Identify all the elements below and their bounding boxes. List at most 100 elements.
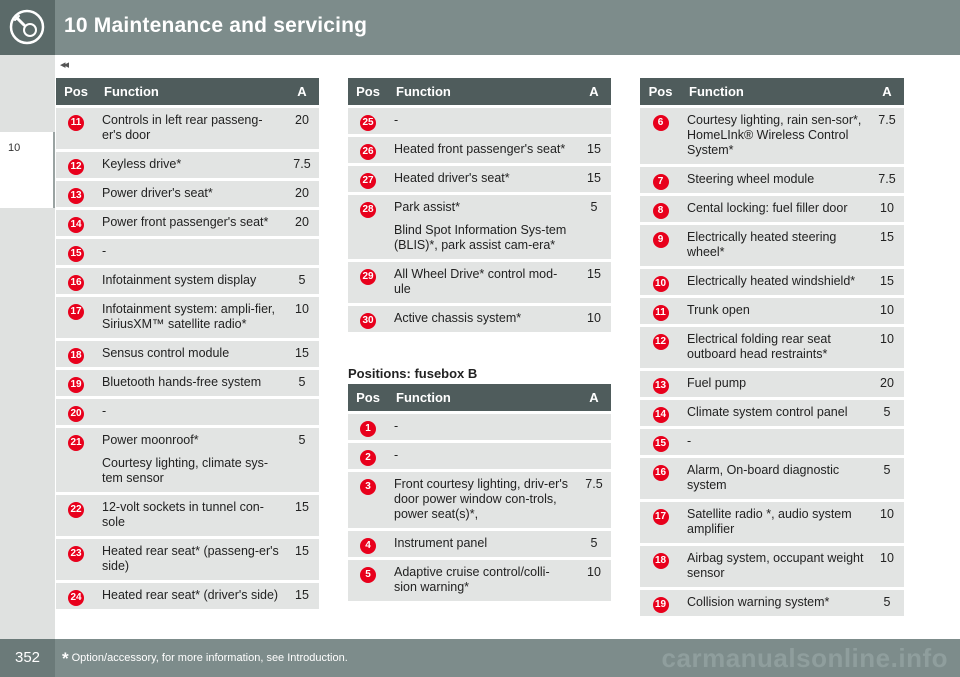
function-cell: Climate system control panel <box>681 400 870 426</box>
position-badge: 9 <box>652 232 669 248</box>
amperage-cell: 10 <box>577 560 611 601</box>
amperage-cell: 10 <box>285 297 319 338</box>
function-cell: Infotainment system: ampli-fier, SiriusX… <box>96 297 285 338</box>
table-row: 19 Bluetooth hands-free system 5 <box>56 370 319 396</box>
table-row: 29 All Wheel Drive* control mod-ule 15 <box>348 262 611 303</box>
amperage-cell: 20 <box>285 181 319 207</box>
table-row: 26 Heated front passenger's seat* 15 <box>348 137 611 163</box>
footnote-star: * <box>62 649 69 668</box>
amperage-cell <box>577 108 611 134</box>
pos-header: Pos <box>348 384 388 411</box>
table-row: 23 Heated rear seat* (passeng-er's side) 1… <box>56 539 319 580</box>
function-text: Park assist* <box>394 200 460 214</box>
function-cell: Trunk open <box>681 298 870 324</box>
function-text: Instrument panel <box>394 536 488 550</box>
function-cell: Power moonroof* Courtesy lighting, climat… <box>96 428 285 492</box>
function-cell: Electrically heated steering wheel* <box>681 225 870 266</box>
function-header: Function <box>388 384 577 411</box>
pos-cell: 30 <box>348 306 388 332</box>
pos-cell: 13 <box>640 371 681 397</box>
watermark: carmanualsonline.info <box>661 643 948 673</box>
pos-cell: 7 <box>640 167 681 193</box>
position-badge: 3 <box>360 479 376 495</box>
position-badge: 19 <box>652 597 669 613</box>
function-cell: Heated front passenger's seat* <box>388 137 577 163</box>
function-cell: Power front passenger's seat* <box>96 210 285 236</box>
function-text: Keyless drive* <box>102 157 182 171</box>
previous-page-link[interactable]: ◂◂ <box>60 59 69 71</box>
chapter-tab[interactable] <box>0 132 55 208</box>
table-row: 20 - <box>56 399 319 425</box>
table-row: 30 Active chassis system* 10 <box>348 306 611 332</box>
function-cell: - <box>96 399 285 425</box>
function-cell: Front courtesy lighting, driv-er's door … <box>388 472 577 528</box>
function-text: - <box>102 404 107 418</box>
function-cell: Electrical folding rear seat outboard he… <box>681 327 870 368</box>
table-row: 7 Steering wheel module 7.5 <box>640 167 904 193</box>
amperage-cell: 7.5 <box>577 472 611 528</box>
position-badge: 17 <box>652 509 669 525</box>
position-badge: 20 <box>68 406 84 422</box>
position-badge: 26 <box>360 144 376 160</box>
amperage-cell: 5 <box>870 458 904 499</box>
pos-cell: 6 <box>640 108 681 164</box>
function-cell: Steering wheel module <box>681 167 870 193</box>
amperage-cell: 7.5 <box>870 167 904 193</box>
position-badge: 15 <box>68 246 84 262</box>
function-text: Climate system control panel <box>687 405 848 419</box>
amperage-cell: 5 <box>285 428 319 492</box>
function-cell: Heated driver's seat* <box>388 166 577 192</box>
function-cell: Cental locking: fuel filler door <box>681 196 870 222</box>
amperage-cell: 10 <box>870 502 904 543</box>
function-cell: - <box>388 414 577 440</box>
pos-header: Pos <box>348 78 388 105</box>
function-cell: Heated rear seat* (passeng-er's side) <box>96 539 285 580</box>
position-badge: 18 <box>652 553 669 569</box>
amp-header: A <box>577 384 611 411</box>
table-row: 4 Instrument panel 5 <box>348 531 611 557</box>
table-row: 27 Heated driver's seat* 15 <box>348 166 611 192</box>
function-text: Heated rear seat* (passeng-er's side) <box>102 544 279 573</box>
position-badge: 8 <box>652 203 669 219</box>
page-title: 10 Maintenance and servicing <box>64 14 368 37</box>
pos-cell: 19 <box>640 590 681 616</box>
position-badge: 6 <box>652 115 669 131</box>
position-badge: 11 <box>652 305 669 321</box>
chapter-number: 10 <box>8 142 21 154</box>
function-text: Adaptive cruise control/colli-sion warni… <box>394 565 550 594</box>
table-row: 15 - <box>640 429 904 455</box>
pos-cell: 18 <box>640 546 681 587</box>
function-text: - <box>102 244 107 258</box>
function-text: Heated front passenger's seat* <box>394 142 566 156</box>
position-badge: 4 <box>360 538 376 554</box>
wrench-gear-icon <box>9 9 45 45</box>
fuse-table-b-part2: Pos Function A 6 Courtesy lighting, rain … <box>640 75 904 619</box>
amperage-cell: 10 <box>870 546 904 587</box>
position-badge: 7 <box>652 174 669 190</box>
table-row: 19 Collision warning system* 5 <box>640 590 904 616</box>
table-row: 2- <box>348 443 611 469</box>
function-text: - <box>394 448 399 462</box>
pos-cell: 13 <box>56 181 96 207</box>
table-row: 14 Climate system control panel 5 <box>640 400 904 426</box>
amperage-cell <box>577 443 611 469</box>
pos-cell: 28 <box>348 195 388 259</box>
function-cell: Satellite radio *, audio system amplifie… <box>681 502 870 543</box>
pos-cell: 16 <box>56 268 96 294</box>
function-text: Bluetooth hands-free system <box>102 375 262 389</box>
pos-cell: 17 <box>640 502 681 543</box>
function-cell: Power driver's seat* <box>96 181 285 207</box>
table-row: 18 Airbag system, occupant weight sensor 1… <box>640 546 904 587</box>
function-text: Power moonroof* <box>102 433 199 447</box>
pos-cell: 14 <box>56 210 96 236</box>
function-text: Blind Spot Information Sys-tem (BLIS)*, … <box>394 223 567 252</box>
function-cell: Alarm, On-board diagnostic system <box>681 458 870 499</box>
table-row: 12 Electrical folding rear seat outboard … <box>640 327 904 368</box>
amperage-cell <box>870 429 904 455</box>
function-text: Electrically heated windshield* <box>687 274 856 288</box>
pos-cell: 25 <box>348 108 388 134</box>
table-row: 11 Controls in left rear passeng-er's doo… <box>56 108 319 149</box>
function-cell: Controls in left rear passeng-er's door <box>96 108 285 149</box>
function-text: - <box>687 434 692 448</box>
function-cell: Park assist* Blind Spot Information Sys-t… <box>388 195 577 259</box>
